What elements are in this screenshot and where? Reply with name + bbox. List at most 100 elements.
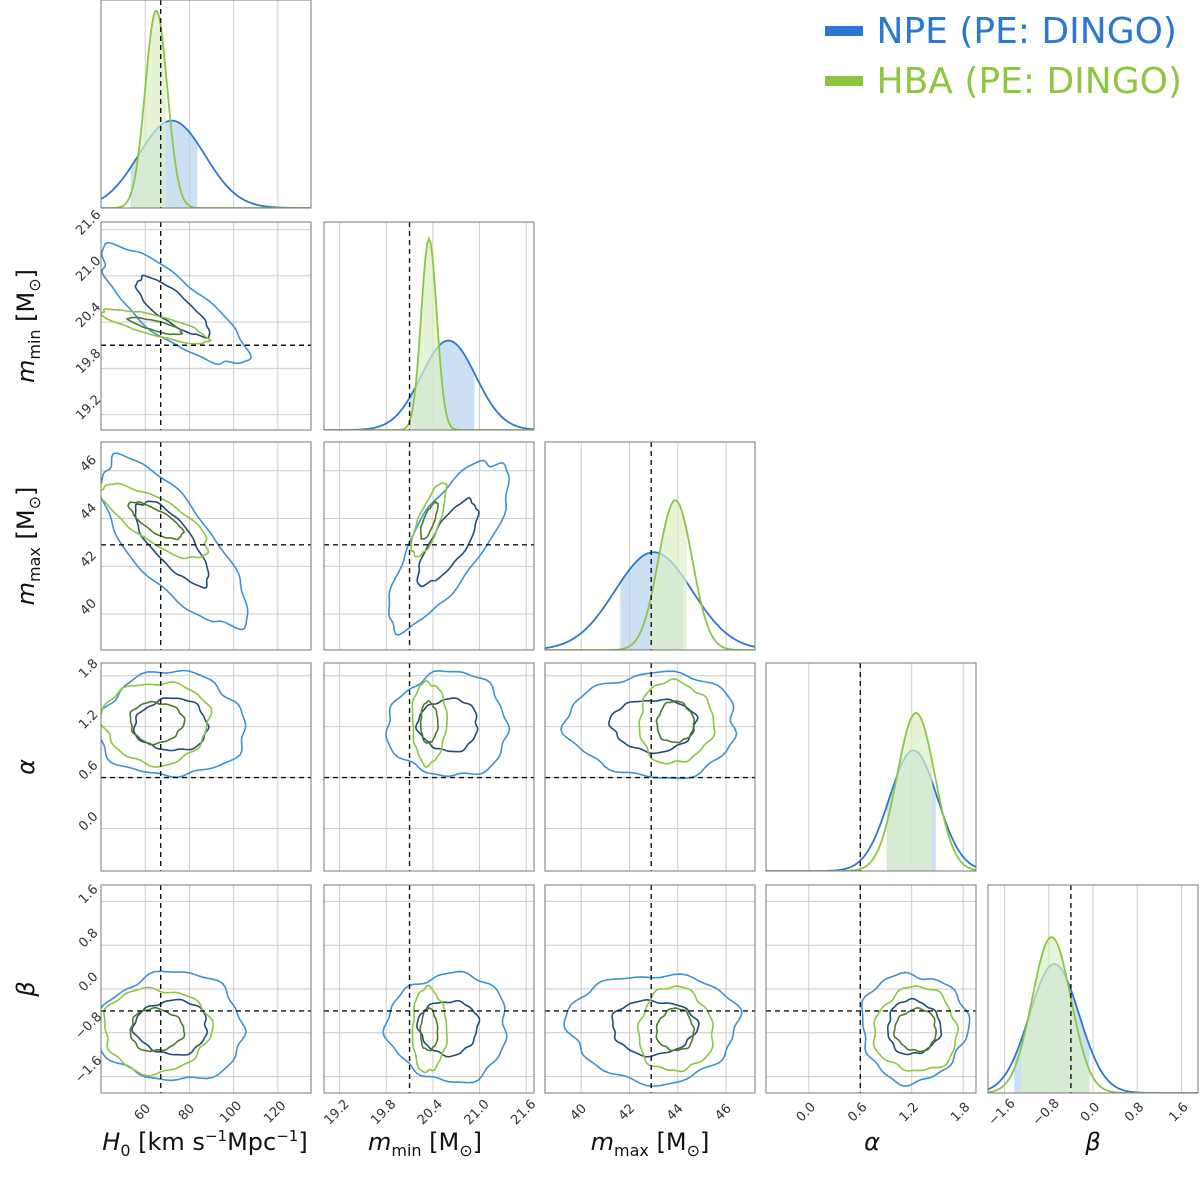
panel-frame	[987, 884, 1199, 1094]
contour-npe-inner	[608, 698, 699, 755]
contour-hba-outer	[101, 308, 212, 345]
panel-m_max-vs-H0: 40 42 44 46	[78, 441, 312, 651]
marginal-panel-m_min	[323, 221, 535, 431]
x-tick-label: 40	[568, 1101, 590, 1123]
contour-npe-outer	[101, 241, 252, 366]
marginal-panel-beta: −1.6 −0.8 0.0 0.8 1.6	[986, 884, 1199, 1129]
y-tick-label: 0.6	[76, 758, 101, 783]
x-tick-label: 1.8	[948, 1100, 973, 1125]
axis-label-part: [M	[12, 292, 40, 330]
axis-label-part: α	[864, 1128, 880, 1156]
contour-hba-inner	[419, 500, 439, 540]
panel-content	[324, 663, 534, 871]
x-tick-label: 42	[616, 1101, 638, 1123]
panel-content	[324, 442, 534, 650]
x-axis-label-beta: β	[1084, 1128, 1100, 1156]
legend-label-npe: NPE (PE: DINGO)	[876, 10, 1177, 52]
legend-item-npe: NPE (PE: DINGO)	[824, 6, 1182, 56]
x-tick-label: 20.4	[415, 1097, 446, 1128]
contour-npe-outer	[385, 670, 511, 778]
axis-label-part: ]	[473, 1128, 482, 1156]
x-tick-label: 100	[217, 1098, 245, 1126]
credible-interval-hba	[132, 10, 166, 208]
y-tick-label: 46	[78, 453, 100, 475]
panel-frame	[323, 441, 535, 651]
y-tick-label: 44	[78, 501, 100, 523]
y-tick-label: 42	[78, 548, 100, 570]
contour-npe-outer	[101, 452, 249, 631]
axis-label-part: ]	[298, 1128, 307, 1156]
x-tick-label: 0.0	[794, 1100, 819, 1125]
axis-label-part: β	[1084, 1128, 1100, 1156]
credible-interval-hba	[1021, 937, 1090, 1093]
y-axis-label-alpha: α	[12, 759, 40, 775]
y-tick-label: 1.6	[76, 882, 101, 907]
y-axis-label-m_min: mmin [M⊙]	[12, 269, 44, 383]
panel-content	[101, 0, 311, 208]
panel-frame	[323, 221, 535, 431]
x-tick-label: 120	[261, 1098, 289, 1126]
panel-frame	[544, 662, 756, 872]
panel-m_min-vs-H0: 19.2 19.8 20.4 21.0 21.6	[73, 207, 312, 431]
y-tick-label: 0.0	[76, 970, 101, 995]
contour-hba-outer	[101, 482, 210, 560]
x-tick-label: 44	[664, 1101, 686, 1123]
y-tick-label: 0.8	[76, 926, 101, 951]
contour-hba-inner	[129, 1006, 186, 1053]
y-tick-label: 20.4	[73, 300, 104, 331]
axis-label-part: m	[368, 1128, 391, 1156]
contour-hba-inner	[893, 1006, 938, 1053]
y-axis-label-beta: β	[12, 981, 40, 997]
panel-beta-vs-m_min: 19.2 19.8 20.4 21.0 21.6	[322, 884, 539, 1128]
panel-frame	[100, 884, 312, 1094]
panel-alpha-vs-H0: 0.0 0.6 1.2 1.8	[76, 656, 312, 872]
x-axis-label-H0: H0 [km s−1Mpc−1]	[102, 1127, 307, 1160]
axis-label-part: Mpc	[227, 1128, 276, 1156]
contour-hba-outer	[101, 681, 213, 768]
axis-label-part: ⊙	[459, 1141, 472, 1160]
contour-npe-outer	[101, 669, 247, 779]
contour-npe-outer	[382, 970, 508, 1084]
panel-frame	[100, 441, 312, 651]
x-tick-label: 0.6	[845, 1100, 870, 1125]
contour-npe-inner	[132, 697, 210, 752]
panel-frame	[765, 884, 977, 1094]
x-axis-label-alpha: α	[864, 1128, 880, 1156]
panel-frame	[544, 884, 756, 1094]
x-tick-label: 19.8	[368, 1097, 399, 1128]
legend-label-hba: HBA (PE: DINGO)	[876, 60, 1182, 102]
contour-hba-outer	[411, 679, 449, 768]
x-tick-label: 21.6	[508, 1097, 539, 1128]
density-curve-npe	[545, 551, 755, 650]
y-tick-label: 21.0	[73, 254, 104, 285]
axis-label-part: [M	[649, 1128, 687, 1156]
contour-hba-inner	[125, 316, 184, 336]
panel-content	[766, 885, 976, 1093]
y-tick-label: 1.2	[76, 707, 101, 732]
panel-beta-vs-m_max: 40 42 44 46	[544, 884, 756, 1124]
y-tick-label: 19.8	[73, 346, 104, 377]
axis-label-part: min	[391, 1141, 421, 1160]
panel-content	[101, 222, 311, 430]
contour-hba-inner	[655, 700, 695, 744]
axis-label-part: β	[12, 981, 40, 997]
contour-npe-outer	[563, 973, 743, 1088]
y-axis-label-m_max: mmax [M⊙]	[12, 487, 44, 606]
legend: NPE (PE: DINGO) HBA (PE: DINGO)	[824, 6, 1182, 106]
y-tick-label: 1.8	[76, 656, 101, 681]
contour-hba-inner	[419, 1007, 439, 1052]
panel-frame	[544, 441, 756, 651]
x-axis-label-m_max: mmax [M⊙]	[591, 1128, 710, 1160]
panel-alpha-vs-m_min	[323, 662, 535, 872]
credible-interval-hba	[650, 500, 687, 650]
legend-swatch-hba	[824, 76, 863, 86]
density-curve-npe	[766, 749, 976, 871]
axis-label-part: 0	[120, 1141, 130, 1160]
contour-hba-outer	[411, 984, 448, 1074]
marginal-panel-alpha	[765, 662, 977, 872]
contour-npe-outer	[388, 459, 511, 636]
axis-label-part: ⊙	[687, 1141, 700, 1160]
axis-label-part: m	[591, 1128, 614, 1156]
axis-label-part: H	[102, 1128, 120, 1156]
y-tick-label: 40	[78, 596, 100, 618]
